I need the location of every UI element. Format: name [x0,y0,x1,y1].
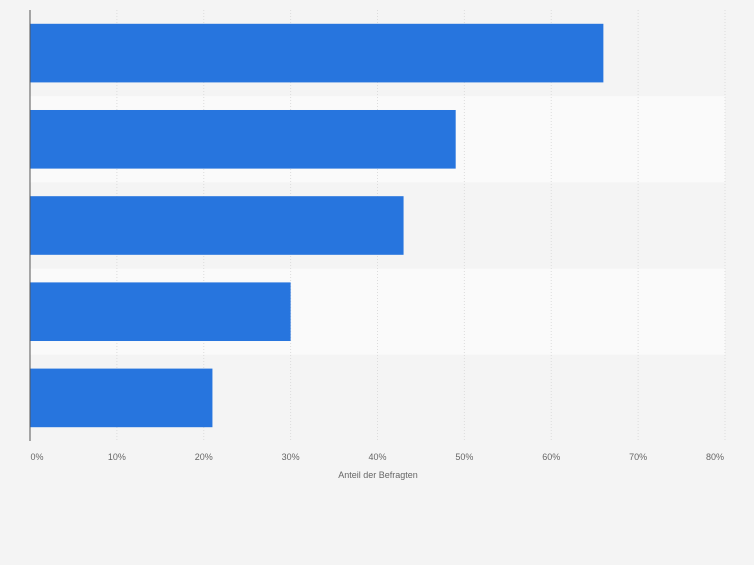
bar[interactable] [30,282,291,342]
bar[interactable] [30,196,404,255]
bars [30,23,604,428]
x-tick-label: 60% [542,452,560,462]
bar[interactable] [30,109,456,169]
x-tick-label: 50% [455,452,473,462]
x-tick-label: 40% [368,452,386,462]
x-tick-labels: 0% 10% 20% 30% 40% 50% 60% 70% 80% [30,452,724,462]
x-tick-label: 70% [629,452,647,462]
x-tick-label: 30% [282,452,300,462]
x-tick-label: 80% [706,452,724,462]
x-tick-label: 0% [30,452,43,462]
x-tick-label: 10% [108,452,126,462]
x-axis-title: Anteil der Befragten [338,470,418,480]
bar[interactable] [30,368,213,428]
bar[interactable] [30,23,604,83]
x-tick-label: 20% [195,452,213,462]
